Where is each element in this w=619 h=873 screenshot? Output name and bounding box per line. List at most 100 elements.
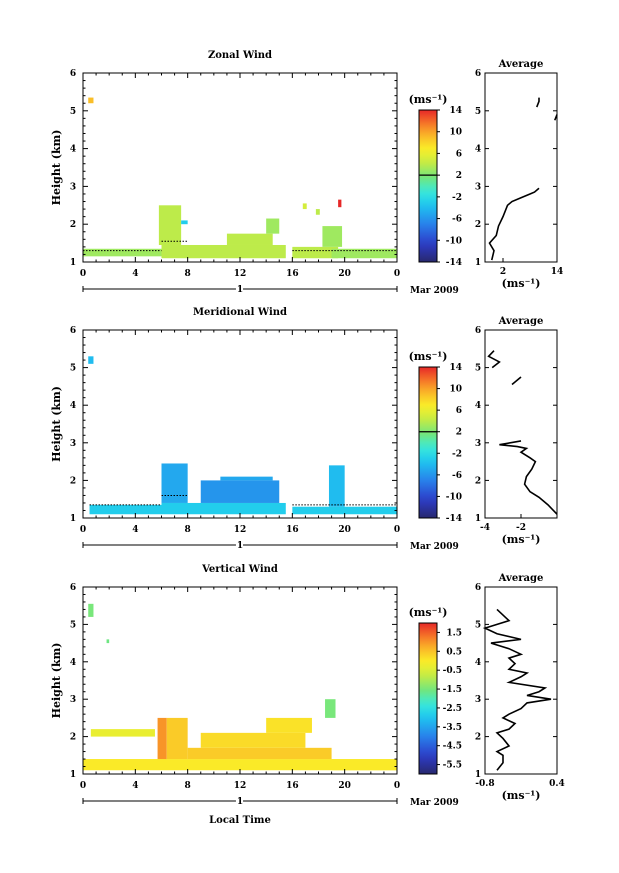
heatmap-cell xyxy=(161,502,286,515)
y-axis-label: Height (km) xyxy=(50,130,63,206)
colorbar-tick-label: 0.5 xyxy=(446,647,462,657)
x-tick-label: 12 xyxy=(234,781,247,791)
colorbar-tick-label: -14 xyxy=(446,258,462,268)
average-x-tick-label: 0.4 xyxy=(549,779,565,789)
colorbar-unit: (ms⁻¹) xyxy=(409,350,448,363)
heatmap-cell xyxy=(88,97,94,104)
x-tick-label: 0 xyxy=(394,269,400,279)
colorbar-tick-label: 2 xyxy=(456,171,462,181)
heatmap-cell xyxy=(266,717,312,733)
heatmap-cell xyxy=(161,244,286,259)
heatmap-cell xyxy=(161,463,188,503)
panel-title: Zonal Wind xyxy=(208,50,272,61)
day-label: 1 xyxy=(237,797,243,807)
colorbar-tick-label: 14 xyxy=(449,363,462,373)
average-x-label: (ms⁻¹) xyxy=(502,789,541,802)
x-axis-label: Local Time xyxy=(209,815,271,826)
heatmap-cell xyxy=(322,226,343,247)
colorbar: (ms⁻¹)14 10 6 2 -2 -6 -10 -14 xyxy=(409,350,462,524)
heatmap-cell xyxy=(200,732,306,748)
day-label: 1 xyxy=(237,541,243,551)
heatmap-cell xyxy=(266,218,280,234)
colorbar-tick-label: 10 xyxy=(449,385,462,395)
x-tick-label: 8 xyxy=(185,269,191,279)
average-y-tick-label: 6 xyxy=(475,326,481,336)
x-tick-label: 0 xyxy=(394,525,400,535)
y-tick-label: 4 xyxy=(70,401,76,411)
x-tick-label: 20 xyxy=(338,525,351,535)
average-y-tick-label: 2 xyxy=(475,220,481,230)
average-x-tick-label: 14 xyxy=(551,267,564,277)
average-line-segment xyxy=(487,350,501,369)
colorbar-unit: (ms⁻¹) xyxy=(409,606,448,619)
heatmap-cell xyxy=(331,762,397,771)
average-title: Average xyxy=(498,59,544,70)
average-y-tick-label: 2 xyxy=(475,476,481,486)
colorbar-tick-label: 2 xyxy=(456,428,462,438)
average-y-tick-label: 5 xyxy=(475,107,481,117)
heatmap-cell xyxy=(89,504,162,515)
y-tick-label: 5 xyxy=(70,620,76,630)
average-profile: Average 1 2 3 4 5 6 -4 -2(ms⁻¹) xyxy=(475,316,558,546)
heatmap-cell xyxy=(220,476,273,481)
average-line-segment xyxy=(554,114,558,121)
date-label: Mar 2009 xyxy=(410,798,459,808)
x-tick-label: 0 xyxy=(80,525,86,535)
y-tick-label: 5 xyxy=(70,107,76,117)
average-line xyxy=(482,608,552,771)
average-line-segment xyxy=(536,97,540,108)
heatmap-cell xyxy=(292,246,339,259)
x-tick-label: 8 xyxy=(185,525,191,535)
average-y-tick-label: 1 xyxy=(475,514,481,524)
y-axis-label: Height (km) xyxy=(50,386,63,462)
day-label: 1 xyxy=(237,285,243,295)
average-line xyxy=(499,440,558,515)
x-tick-label: 12 xyxy=(234,525,247,535)
colorbar-tick-label: 6 xyxy=(456,406,462,416)
heatmap-cell xyxy=(157,717,167,760)
heatmap-cells xyxy=(83,97,397,259)
y-tick-label: 1 xyxy=(70,514,76,524)
average-y-tick-label: 1 xyxy=(475,258,481,268)
y-tick-label: 3 xyxy=(70,182,76,192)
heatmap-cell xyxy=(325,699,336,718)
colorbar-tick-label: 10 xyxy=(449,128,462,138)
average-frame xyxy=(484,586,558,775)
colorbar-scale xyxy=(418,622,438,775)
y-axis-label: Height (km) xyxy=(50,643,63,719)
average-frame xyxy=(484,72,558,263)
average-y-tick-label: 2 xyxy=(475,733,481,743)
colorbar-tick-label: 1.5 xyxy=(446,628,462,638)
heatmap-cell xyxy=(88,356,94,364)
heatmap-cell xyxy=(83,759,397,771)
average-y-tick-label: 6 xyxy=(475,583,481,593)
y-tick-label: 1 xyxy=(70,770,76,780)
heatmap-cell xyxy=(166,717,188,760)
x-tick-label: 0 xyxy=(80,269,86,279)
colorbar-tick-label: -6 xyxy=(452,215,462,225)
average-y-tick-label: 3 xyxy=(475,182,481,192)
x-tick-label: 16 xyxy=(286,781,299,791)
colorbar-scale xyxy=(418,366,438,519)
average-line-segment xyxy=(511,376,522,386)
x-tick-label: 20 xyxy=(338,781,351,791)
date-label: Mar 2009 xyxy=(410,542,459,552)
average-y-tick-label: 4 xyxy=(475,145,481,155)
average-x-tick-label: 2 xyxy=(500,267,506,277)
heatmap-cell xyxy=(88,603,94,617)
average-y-tick-label: 1 xyxy=(475,770,481,780)
y-tick-label: 3 xyxy=(70,695,76,705)
average-y-tick-label: 5 xyxy=(475,620,481,630)
x-tick-label: 16 xyxy=(286,269,299,279)
average-y-tick-label: 5 xyxy=(475,364,481,374)
colorbar: (ms⁻¹) 1.5 0.5 -0.5 -1.5 -2.5 -3.5 -4.5 -5.5 xyxy=(409,606,462,775)
colorbar-tick-label: -1.5 xyxy=(443,685,462,695)
x-tick-label: 0 xyxy=(80,781,86,791)
colorbar-tick-label: -4.5 xyxy=(443,742,462,752)
average-x-tick-label: -0.8 xyxy=(475,779,494,789)
average-x-label: (ms⁻¹) xyxy=(502,277,541,290)
colorbar-tick-label: -14 xyxy=(446,514,462,524)
